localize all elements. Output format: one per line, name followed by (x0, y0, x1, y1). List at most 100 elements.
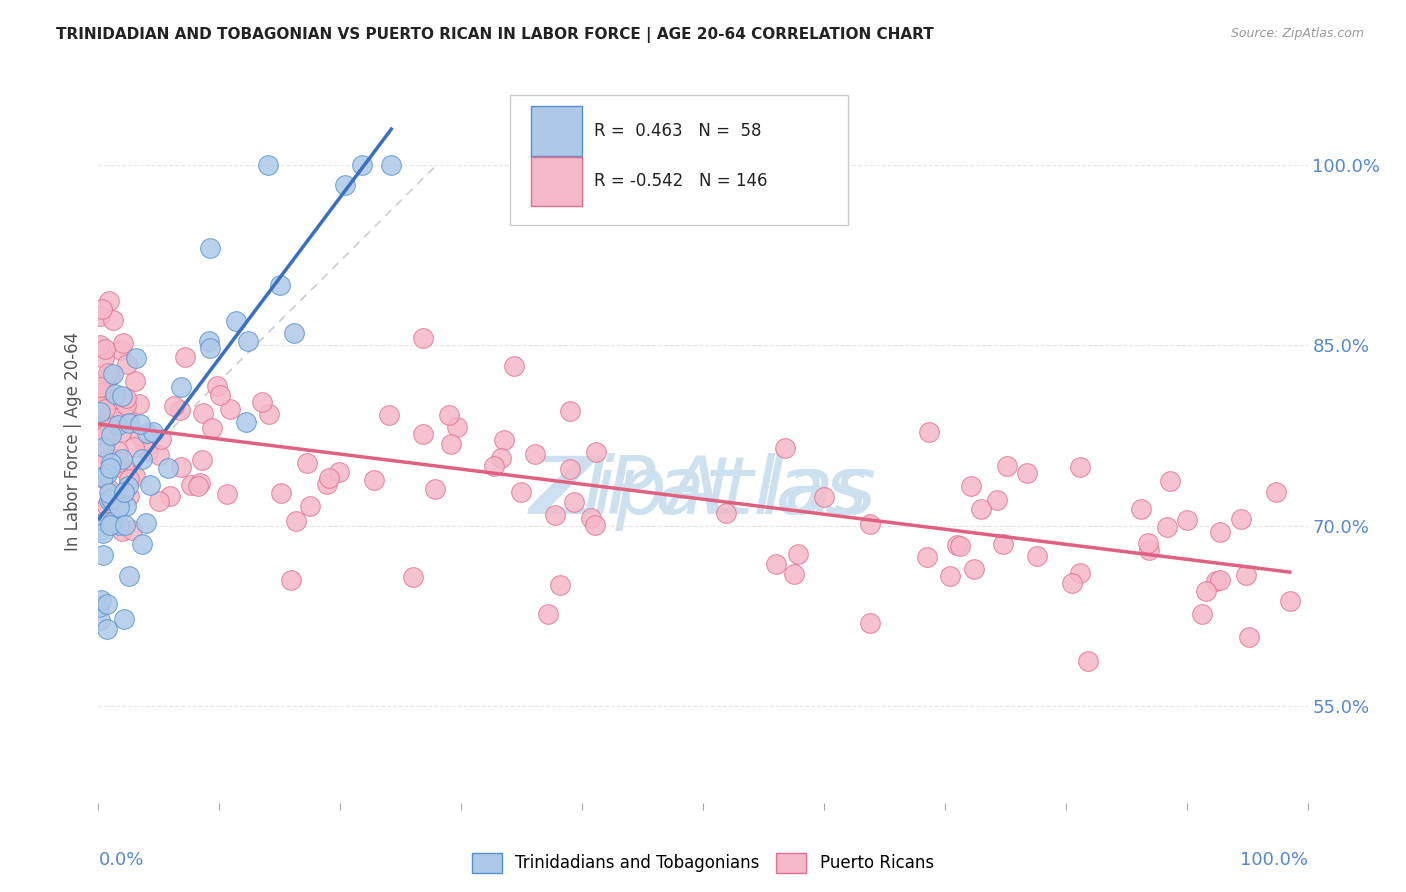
Point (89, 386, 111, 401)
Point (363, 473, 385, 487)
Point (112, 612, 135, 626)
Point (103, 411, 125, 425)
Point (510, 485, 533, 500)
Point (89, 470, 111, 484)
Point (91, 525, 114, 540)
Point (235, 415, 257, 429)
Point (188, 476, 211, 491)
Point (100, 427, 122, 442)
Point (402, 569, 425, 583)
Point (89, 309, 111, 323)
Point (283, 326, 305, 341)
Point (98, 425, 121, 440)
Point (96, 622, 118, 636)
Point (104, 386, 127, 401)
Point (492, 433, 515, 447)
Point (859, 616, 882, 631)
FancyBboxPatch shape (531, 106, 582, 156)
Point (269, 278, 291, 293)
Point (1159, 474, 1181, 488)
Point (328, 466, 350, 480)
FancyBboxPatch shape (509, 95, 848, 225)
Point (148, 494, 170, 508)
Point (180, 478, 202, 492)
Text: R = -0.542   N = 146: R = -0.542 N = 146 (595, 172, 768, 190)
Point (1130, 502, 1153, 516)
Point (115, 500, 138, 514)
Point (537, 607, 560, 621)
Point (524, 447, 547, 461)
Point (148, 448, 170, 462)
Point (225, 314, 247, 328)
Point (949, 540, 972, 554)
Point (91, 446, 114, 460)
Point (380, 157, 402, 171)
Point (87, 600, 110, 615)
Point (115, 398, 138, 412)
Point (558, 462, 581, 476)
Point (100, 456, 122, 470)
Point (219, 401, 242, 416)
Point (1209, 524, 1232, 539)
Point (1077, 654, 1099, 668)
Point (96, 442, 118, 457)
Point (250, 395, 273, 409)
Point (1156, 520, 1178, 534)
Point (156, 461, 179, 475)
Point (544, 508, 567, 522)
Text: 0.0%: 0.0% (98, 851, 143, 869)
Point (89, 523, 111, 537)
Point (90, 455, 112, 469)
Point (187, 478, 209, 492)
Point (118, 569, 141, 583)
Point (333, 178, 356, 193)
Point (284, 514, 307, 528)
Point (1015, 466, 1038, 480)
Point (94, 377, 117, 392)
Point (257, 407, 280, 421)
Point (108, 500, 131, 514)
Point (135, 516, 157, 530)
Point (298, 500, 321, 514)
Point (131, 451, 153, 466)
Point (91, 469, 114, 483)
Point (89, 431, 111, 445)
Point (96, 500, 118, 514)
Point (114, 518, 136, 533)
Point (378, 408, 401, 422)
Point (159, 489, 181, 503)
Point (124, 374, 146, 388)
Point (136, 425, 159, 440)
Point (91, 548, 114, 562)
Point (969, 502, 991, 516)
Point (946, 538, 969, 552)
Point (482, 458, 505, 473)
Point (94, 428, 117, 442)
Point (270, 486, 292, 500)
Point (118, 416, 141, 430)
Point (94, 342, 117, 356)
Point (89, 613, 111, 627)
Point (1137, 536, 1160, 550)
Point (813, 490, 835, 504)
Point (1230, 511, 1253, 525)
Point (1209, 573, 1232, 587)
Point (280, 574, 302, 588)
Point (938, 568, 960, 582)
Point (170, 459, 193, 474)
Point (97, 366, 120, 380)
Point (117, 478, 139, 492)
Point (1060, 575, 1083, 590)
Point (91, 301, 114, 316)
Point (773, 441, 796, 455)
Point (101, 392, 124, 406)
Point (107, 444, 129, 458)
Point (128, 397, 150, 411)
Point (412, 426, 434, 441)
Point (446, 419, 468, 434)
Point (787, 547, 810, 561)
Point (117, 471, 139, 485)
Point (96, 597, 118, 611)
Point (112, 335, 135, 350)
Point (1205, 574, 1227, 588)
